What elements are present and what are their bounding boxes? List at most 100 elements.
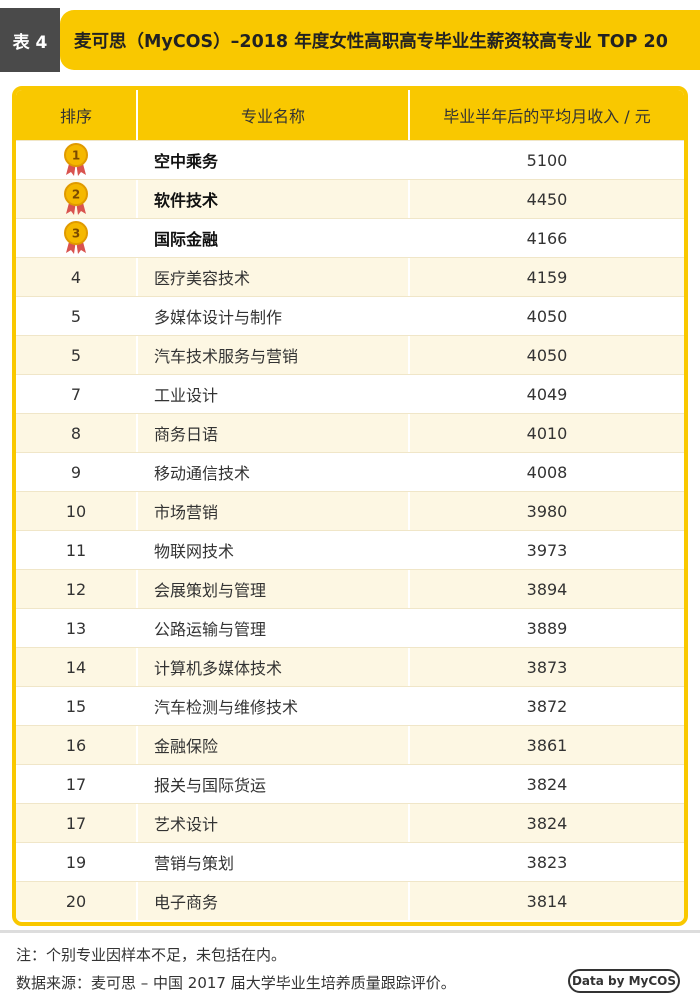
rank-cell: 17 bbox=[16, 804, 138, 842]
rank-cell: 7 bbox=[16, 375, 138, 413]
salary-cell: 5100 bbox=[526, 150, 568, 170]
medal: 2 bbox=[64, 182, 88, 215]
table-row: 12 会展策划与管理 3894 bbox=[16, 569, 684, 608]
table-row: 2 软件技术 4450 bbox=[16, 179, 684, 218]
major-cell: 公路运输与管理 bbox=[138, 609, 410, 647]
rank-cell: 14 bbox=[16, 648, 138, 686]
salary-cell: 3861 bbox=[526, 735, 568, 755]
rank-cell: 5 bbox=[16, 297, 138, 335]
salary-cell: 4050 bbox=[526, 345, 568, 365]
table-row: 7 工业设计 4049 bbox=[16, 374, 684, 413]
medal: 1 bbox=[64, 143, 88, 176]
salary-cell: 3889 bbox=[526, 618, 568, 638]
rank-cell: 16 bbox=[16, 726, 138, 764]
major-cell: 会展策划与管理 bbox=[138, 570, 410, 608]
salary-cell: 3872 bbox=[526, 696, 568, 716]
major-cell: 移动通信技术 bbox=[138, 453, 410, 491]
rank-cell: 8 bbox=[16, 414, 138, 452]
table-row: 4 医疗美容技术 4159 bbox=[16, 257, 684, 296]
salary-cell: 4008 bbox=[526, 462, 568, 482]
salary-cell: 4159 bbox=[526, 267, 568, 287]
salary-cell: 3894 bbox=[526, 579, 568, 599]
note: 注：个别专业因样本不足，未包括在内。 bbox=[16, 946, 287, 964]
salary-cell: 3814 bbox=[526, 891, 568, 911]
table-row: 3 国际金融 4166 bbox=[16, 218, 684, 257]
table-row: 14 计算机多媒体技术 3873 bbox=[16, 647, 684, 686]
major-cell: 空中乘务 bbox=[138, 141, 410, 179]
salary-cell: 4450 bbox=[526, 189, 568, 209]
salary-cell: 4050 bbox=[526, 306, 568, 326]
table-row: 5 汽车技术服务与营销 4050 bbox=[16, 335, 684, 374]
table-row: 13 公路运输与管理 3889 bbox=[16, 608, 684, 647]
rank-cell: 3 bbox=[16, 219, 138, 257]
salary-cell: 4049 bbox=[526, 384, 568, 404]
header-row: 排序 专业名称 毕业半年后的平均月收入 / 元 bbox=[16, 90, 684, 140]
major-cell: 国际金融 bbox=[138, 219, 410, 257]
rank-cell: 10 bbox=[16, 492, 138, 530]
major-cell: 金融保险 bbox=[138, 726, 410, 764]
salary-cell: 3973 bbox=[526, 540, 568, 560]
table-row: 10 市场营销 3980 bbox=[16, 491, 684, 530]
major-cell: 商务日语 bbox=[138, 414, 410, 452]
major-cell: 电子商务 bbox=[138, 882, 410, 920]
salary-cell: 3824 bbox=[526, 813, 568, 833]
rank-cell: 12 bbox=[16, 570, 138, 608]
table-row: 17 艺术设计 3824 bbox=[16, 803, 684, 842]
salary-cell: 4010 bbox=[526, 423, 568, 443]
medal-disc bbox=[64, 182, 88, 206]
major-cell: 工业设计 bbox=[138, 375, 410, 413]
table-tag: 表 4 bbox=[0, 8, 60, 72]
rank-cell: 17 bbox=[16, 765, 138, 803]
major-cell: 汽车技术服务与营销 bbox=[138, 336, 410, 374]
column-header: 毕业半年后的平均月收入 / 元 bbox=[443, 107, 651, 126]
rank-cell: 2 bbox=[16, 180, 138, 218]
medal-number: 1 bbox=[72, 149, 80, 163]
table-row: 1 空中乘务 5100 bbox=[16, 140, 684, 179]
rank-cell: 20 bbox=[16, 882, 138, 920]
medal-number: 2 bbox=[72, 188, 80, 202]
rank-cell: 11 bbox=[16, 531, 138, 569]
medal: 3 bbox=[64, 221, 88, 254]
major-cell: 医疗美容技术 bbox=[138, 258, 410, 296]
table: 排序 专业名称 毕业半年后的平均月收入 / 元 1 空中乘务 5100 2 软件技术 44… bbox=[12, 86, 688, 926]
rank-cell: 9 bbox=[16, 453, 138, 491]
major-cell: 软件技术 bbox=[138, 180, 410, 218]
table-row: 19 营销与策划 3823 bbox=[16, 842, 684, 881]
column-header: 专业名称 bbox=[138, 90, 410, 140]
table-row: 17 报关与国际货运 3824 bbox=[16, 764, 684, 803]
salary-cell: 3823 bbox=[526, 852, 568, 872]
major-cell: 多媒体设计与制作 bbox=[138, 297, 410, 335]
medal-number: 3 bbox=[72, 227, 80, 241]
major-cell: 计算机多媒体技术 bbox=[138, 648, 410, 686]
table-row: 8 商务日语 4010 bbox=[16, 413, 684, 452]
medal-disc bbox=[64, 143, 88, 167]
title: 麦可思（MyCOS）–2018 年度女性高职高专毕业生薪资较高专业 TOP 20 bbox=[60, 10, 700, 70]
rank-cell: 15 bbox=[16, 687, 138, 725]
table-row: 16 金融保险 3861 bbox=[16, 725, 684, 764]
major-cell: 报关与国际货运 bbox=[138, 765, 410, 803]
rank-cell: 19 bbox=[16, 843, 138, 881]
major-cell: 市场营销 bbox=[138, 492, 410, 530]
salary-cell: 3824 bbox=[526, 774, 568, 794]
major-cell: 营销与策划 bbox=[138, 843, 410, 881]
table-row: 15 汽车检测与维修技术 3872 bbox=[16, 686, 684, 725]
source: 数据来源：麦可思 – 中国 2017 届大学毕业生培养质量跟踪评价。 bbox=[16, 974, 456, 992]
table-row: 11 物联网技术 3973 bbox=[16, 530, 684, 569]
major-cell: 物联网技术 bbox=[138, 531, 410, 569]
salary-cell: 3980 bbox=[526, 501, 568, 521]
salary-cell: 3873 bbox=[526, 657, 568, 677]
table-row: 9 移动通信技术 4008 bbox=[16, 452, 684, 491]
column-header: 排序 bbox=[16, 90, 138, 140]
rank-cell: 13 bbox=[16, 609, 138, 647]
rank-cell: 4 bbox=[16, 258, 138, 296]
rank-cell: 5 bbox=[16, 336, 138, 374]
badge: Data by MyCOS bbox=[568, 969, 680, 993]
major-cell: 艺术设计 bbox=[138, 804, 410, 842]
rank-cell: 1 bbox=[16, 141, 138, 179]
table-row: 20 电子商务 3814 bbox=[16, 881, 684, 920]
table-row: 5 多媒体设计与制作 4050 bbox=[16, 296, 684, 335]
medal-disc bbox=[64, 221, 88, 245]
major-cell: 汽车检测与维修技术 bbox=[138, 687, 410, 725]
salary-cell: 4166 bbox=[526, 228, 568, 248]
